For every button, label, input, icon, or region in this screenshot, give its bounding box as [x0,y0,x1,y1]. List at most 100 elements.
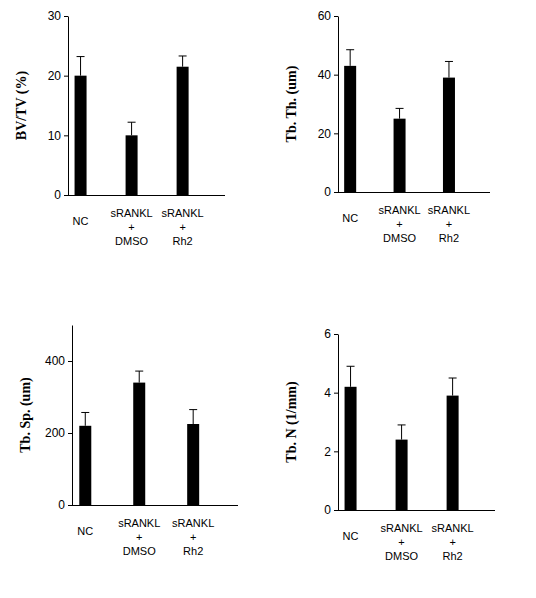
tick-label: 40 [318,68,332,82]
tick-mark [334,510,338,511]
error-stem [139,371,140,383]
error-cap [135,371,143,372]
error-cap [77,56,85,57]
y-axis-title: Tb. Sp. (um) [18,377,34,453]
tick-label: 0 [58,498,65,512]
error-stem [401,425,402,440]
error-bar [77,57,85,76]
x-axis-line [68,195,225,196]
error-cap [346,49,354,50]
tick: 0 [324,503,338,517]
category-label: sRANKL+DMSO [110,207,152,247]
y-axis-title: Tb. N (1/mm) [284,381,300,463]
bar [75,76,87,195]
tick: 20 [48,69,68,83]
error-stem [448,61,449,77]
error-bar [81,412,89,425]
error-stem [350,366,351,387]
tick: 400 [45,354,72,368]
category-label: sRANKL+Rh2 [162,207,204,247]
plot-area [344,50,455,192]
category-label: NC [343,530,359,542]
tick-label: 4 [324,386,331,400]
error-stem [182,56,183,67]
y-axis: 0102030 [48,9,69,202]
tick-label: 20 [318,127,332,141]
panel: 0204060NCsRANKL+DMSOsRANKL+Rh2Tb. Th. (u… [284,9,490,244]
tick: 60 [318,9,338,23]
error-bar [179,56,187,67]
error-bar [398,425,406,440]
error-bar [347,366,355,387]
error-bar [445,61,453,77]
plot-area [75,56,189,195]
bar [394,119,406,192]
error-bar [128,122,136,135]
tick-mark [64,16,68,17]
error-bar [189,410,197,424]
panel: 0 2 4 6 NC sRANKL+DMSOsRANKL+Rh2 Tb. N (1/mm) [284,327,495,562]
error-bar [135,371,143,383]
bar [396,440,408,510]
tick: 2 [324,445,338,459]
tick: 6 [324,327,338,341]
tick-mark [334,75,338,76]
y-axis: 0 2 4 6 [324,327,338,517]
error-bar [396,108,404,118]
tick: 4 [324,386,338,400]
tick-label: 200 [45,426,65,440]
category-label: sRANKL+Rh2 [432,522,474,562]
error-stem [131,122,132,135]
error-cap [449,378,457,379]
category-label: sRANKL+Rh2 [172,517,214,557]
tick-label: 10 [48,129,62,143]
error-bar [346,50,354,66]
tick-label: 30 [48,9,62,23]
tick-label: 20 [48,69,62,83]
tick-label: 400 [45,354,65,368]
error-cap [128,122,136,123]
tick-label: 0 [324,185,331,199]
tick: 0 [58,498,72,512]
error-stem [452,378,453,396]
tick-mark [334,334,338,335]
category-label: sRANKL+DMSO [380,522,422,562]
panel: 0 200 400 NC sRANKL+DMSO sRANKL+Rh2 Tb. Sp. (u… [18,326,238,558]
plot-area [79,371,199,505]
tick-mark [68,433,72,434]
tick-mark [334,133,338,134]
bar [133,383,145,505]
bar [447,396,459,510]
tick-mark [68,361,72,362]
bar [345,387,357,510]
tick-mark [64,195,68,196]
x-axis-line [338,192,490,193]
error-cap [347,366,355,367]
tick: 10 [48,129,68,143]
error-cap [189,409,197,410]
tick-mark [334,451,338,452]
tick: 30 [48,9,68,23]
error-stem [193,410,194,424]
tick: 40 [318,68,338,82]
category-label: sRANKL+DMSO [118,517,160,557]
x-axis-line [72,505,238,506]
x-axis-line [338,510,495,511]
axis-line [72,326,73,506]
category-label: sRANKL+DMSO [378,204,420,244]
plot-area [345,366,459,510]
axis-line [338,335,339,511]
tick: 200 [45,426,72,440]
y-axis-title: BV/TV (%) [14,70,30,140]
axis-line [338,17,339,193]
error-cap [396,108,404,109]
tick-mark [334,192,338,193]
panel: 0102030NCsRANKL+DMSOsRANKL+Rh2BV/TV (%) [14,9,225,247]
error-cap [81,412,89,413]
bar [79,426,91,505]
error-cap [179,55,187,56]
tick-label: 0 [324,503,331,517]
bar [177,67,189,195]
tick-mark [64,135,68,136]
category-label: NC [77,525,93,537]
